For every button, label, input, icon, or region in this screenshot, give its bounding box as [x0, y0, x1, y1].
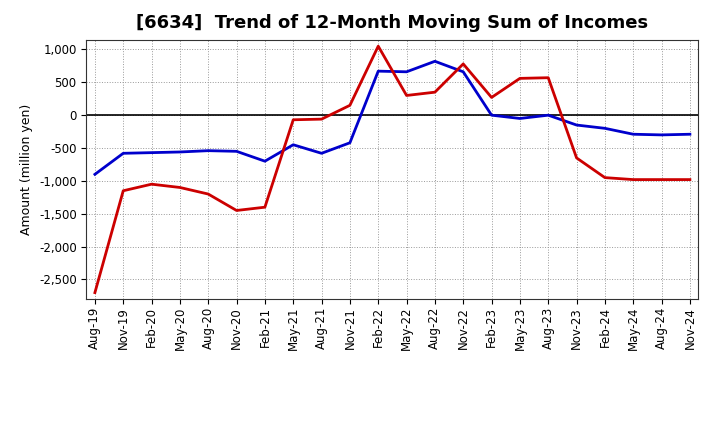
Ordinary Income — [685, 132, 694, 137]
Ordinary Income — [487, 113, 496, 118]
Ordinary Income — [459, 69, 467, 74]
Net Income — [685, 177, 694, 182]
Ordinary Income — [431, 59, 439, 64]
Y-axis label: Amount (million yen): Amount (million yen) — [20, 104, 33, 235]
Net Income — [600, 175, 609, 180]
Title: [6634]  Trend of 12-Month Moving Sum of Incomes: [6634] Trend of 12-Month Moving Sum of I… — [136, 15, 649, 33]
Ordinary Income — [657, 132, 666, 138]
Net Income — [261, 205, 269, 210]
Ordinary Income — [148, 150, 156, 155]
Ordinary Income — [572, 122, 581, 128]
Ordinary Income — [318, 150, 326, 156]
Net Income — [544, 75, 552, 81]
Net Income — [233, 208, 241, 213]
Net Income — [119, 188, 127, 194]
Net Income — [176, 185, 184, 190]
Ordinary Income — [516, 116, 524, 121]
Line: Ordinary Income: Ordinary Income — [95, 61, 690, 174]
Ordinary Income — [402, 69, 411, 74]
Net Income — [148, 182, 156, 187]
Net Income — [516, 76, 524, 81]
Ordinary Income — [204, 148, 212, 153]
Ordinary Income — [544, 113, 552, 118]
Line: Net Income: Net Income — [95, 46, 690, 293]
Net Income — [629, 177, 637, 182]
Ordinary Income — [233, 149, 241, 154]
Net Income — [572, 155, 581, 161]
Net Income — [402, 93, 411, 98]
Net Income — [431, 89, 439, 95]
Ordinary Income — [629, 132, 637, 137]
Ordinary Income — [289, 142, 297, 147]
Ordinary Income — [119, 150, 127, 156]
Ordinary Income — [346, 140, 354, 146]
Net Income — [318, 117, 326, 122]
Net Income — [91, 290, 99, 295]
Net Income — [374, 44, 382, 49]
Net Income — [204, 191, 212, 197]
Net Income — [487, 95, 496, 100]
Net Income — [657, 177, 666, 182]
Net Income — [459, 61, 467, 66]
Ordinary Income — [600, 126, 609, 131]
Net Income — [346, 103, 354, 108]
Ordinary Income — [91, 172, 99, 177]
Ordinary Income — [261, 158, 269, 164]
Net Income — [289, 117, 297, 122]
Ordinary Income — [176, 149, 184, 154]
Ordinary Income — [374, 69, 382, 74]
